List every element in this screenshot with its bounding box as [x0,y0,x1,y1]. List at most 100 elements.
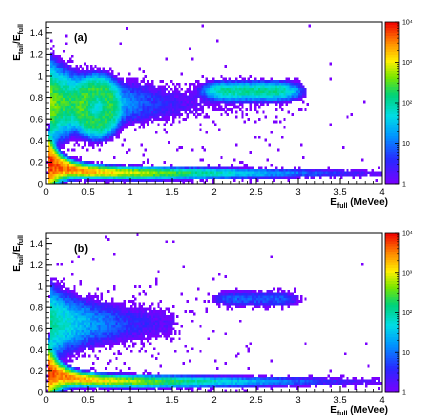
heatmap-cell [125,382,129,385]
heatmap-cell [69,90,72,94]
heatmap-cell [270,90,274,94]
heatmap-cell [94,332,97,336]
heatmap-cell [138,327,141,331]
heatmap-cell [92,372,95,375]
heatmap-cell [83,115,87,119]
heatmap-cell [52,143,55,147]
heatmap-cell [146,166,150,170]
heatmap-cell [75,372,78,375]
heatmap-cell [176,108,179,111]
heatmap-cell [142,171,145,175]
heatmap-cell [121,342,124,346]
heatmap-cell [94,123,97,127]
heatmap-cell [52,49,55,53]
heatmap-cell [77,295,80,298]
heatmap-cell [52,317,55,321]
heatmap-cell [81,87,85,91]
heatmap-cell [109,319,112,323]
heatmap-cell [83,305,87,308]
heatmap-cell [148,100,152,104]
heatmap-cell [52,118,55,122]
heatmap-cell [277,92,280,96]
heatmap-cell [85,344,89,348]
heatmap-cell [52,349,55,353]
heatmap-cell [85,138,89,142]
heatmap-cell [67,354,70,358]
heatmap-cell [88,324,91,328]
heatmap-cell [58,387,61,390]
heatmap-cell [71,310,74,313]
heatmap-cell [211,80,215,84]
heatmap-cell [329,77,332,81]
heatmap-cell [151,310,154,313]
heatmap-cell [115,133,118,137]
heatmap-cell [140,382,143,385]
heatmap-cell [193,108,196,111]
heatmap-cell [50,123,53,127]
heatmap-cell [111,72,114,76]
heatmap-cell [54,95,57,99]
heatmap-cell [203,115,206,119]
heatmap-cell [109,67,112,71]
heatmap-cell [140,166,143,170]
heatmap-cell [274,90,278,94]
heatmap-cell [88,77,91,81]
heatmap-cell [52,65,55,68]
heatmap-cell [106,133,110,137]
heatmap-cell [117,332,120,336]
heatmap-cell [62,342,66,346]
heatmap-cell [199,103,202,106]
heatmap-cell [79,317,82,321]
heatmap-cell [142,372,145,375]
heatmap-cell [146,173,150,177]
heatmap-cell [174,113,177,116]
heatmap-cell [134,92,137,96]
heatmap-cell [64,158,68,162]
heatmap-cell [146,374,150,378]
heatmap-cell [115,317,118,321]
heatmap-cell [132,92,135,96]
heatmap-cell [274,82,278,86]
heatmap-cell [96,75,99,78]
heatmap-cell [100,97,103,101]
heatmap-cell [64,171,68,175]
heatmap-cell [142,178,145,182]
heatmap-cell [98,138,101,142]
heatmap-cell [157,171,160,175]
heatmap-cell [64,90,68,94]
heatmap-cell [50,300,53,303]
heatmap-cell [224,80,227,84]
heatmap-cell [151,108,154,111]
heatmap-cell [123,173,127,177]
heatmap-cell [226,82,229,86]
heatmap-cell [109,342,112,346]
heatmap-cell [81,92,85,96]
heatmap-cell [85,75,89,78]
heatmap-cell [270,176,274,180]
heatmap-cell [94,339,97,343]
heatmap-cell [71,292,74,296]
colorbar-swatch [385,121,399,125]
heatmap-cell [134,118,137,122]
heatmap-cell [94,85,97,89]
heatmap-cell [71,384,74,388]
heatmap-cell [190,92,194,96]
heatmap-cell [117,135,120,139]
heatmap-cell [226,85,229,89]
heatmap-cell [98,90,101,94]
heatmap-cell [77,70,80,73]
heatmap-cell [77,77,80,81]
heatmap-cell [291,97,295,101]
heatmap-cell [115,329,118,333]
heatmap-cell [220,75,223,78]
heatmap-cell [73,171,76,175]
heatmap-cell [90,163,93,167]
heatmap-cell [64,369,68,373]
heatmap-cell [54,158,57,162]
heatmap-cell [100,171,103,175]
heatmap-cell [69,354,72,358]
heatmap-cell [123,108,127,111]
heatmap-cell [134,110,137,114]
heatmap-cell [113,110,116,114]
heatmap-cell [251,168,255,172]
